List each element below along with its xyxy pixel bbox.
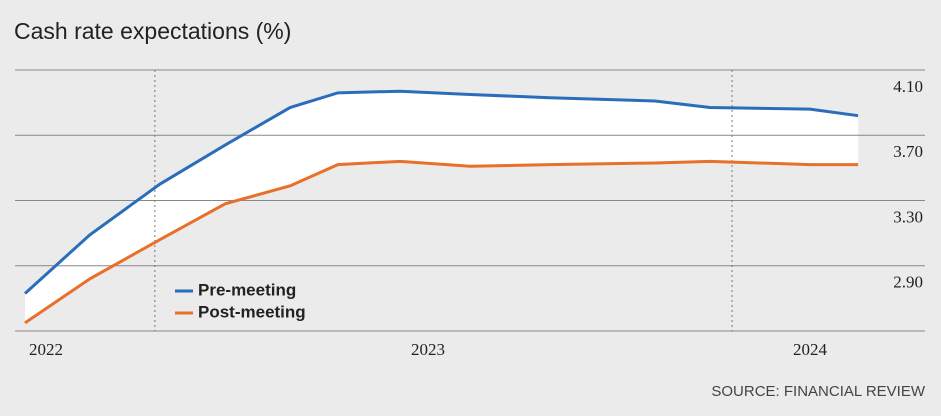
x-tick-label: 2024 xyxy=(793,340,828,359)
source: SOURCE: FINANCIAL REVIEW xyxy=(711,383,925,400)
y-tick-label: 3.70 xyxy=(893,142,923,161)
band xyxy=(24,91,859,323)
legend-label: Post-meeting xyxy=(198,302,306,321)
x-tick-label: 2022 xyxy=(29,340,63,359)
y-tick-label: 2.90 xyxy=(893,273,923,292)
chart-title: Cash rate expectations (%) xyxy=(14,18,291,44)
y-tick-label: 4.10 xyxy=(893,77,923,96)
line xyxy=(23,89,859,295)
y-tick-label: 3.30 xyxy=(893,207,923,226)
legend-label: Pre-meeting xyxy=(198,280,296,299)
line xyxy=(24,159,859,325)
x-tick-label: 2023 xyxy=(411,340,445,359)
